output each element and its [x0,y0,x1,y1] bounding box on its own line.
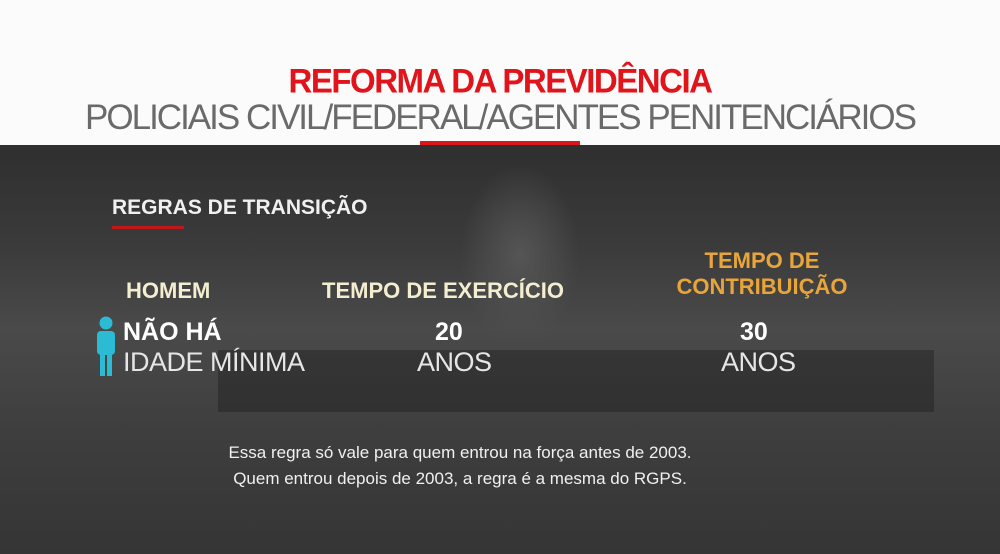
page-subtitle: POLICIAIS CIVIL/FEDERAL/AGENTES PENITENC… [85,98,917,137]
value-nao-ha: NÃO HÁ [123,318,222,346]
header: REFORMA DA PREVIDÊNCIA POLICIAIS CIVIL/F… [0,0,1000,145]
value-exercicio: 20 [435,318,463,346]
column-heading-contribuicao: TEMPO DE CONTRIBUIÇÃO [662,248,862,300]
footnote-line: Quem entrou depois de 2003, a regra é a … [233,469,687,488]
person-icon [97,316,115,376]
column-heading-homem: HOMEM [126,278,211,303]
heading-line: TEMPO DE [704,248,820,273]
red-accent-bar [420,141,580,145]
column-heading-exercicio: TEMPO DE EXERCÍCIO [322,278,565,303]
footnote: Essa regra só vale para quem entrou na f… [0,440,920,492]
unit-exercicio: ANOS [417,347,492,377]
unit-contribuicao: ANOS [721,347,796,377]
value-contribuicao: 30 [740,318,768,346]
footnote-line: Essa regra só vale para quem entrou na f… [228,443,692,462]
unit-idade-minima: IDADE MÍNIMA [123,347,305,377]
background-photo [0,145,1000,554]
bench-shape [218,350,934,412]
heading-line: CONTRIBUIÇÃO [676,274,848,299]
page-title: REFORMA DA PREVIDÊNCIA [288,61,713,100]
section-title: REGRAS DE TRANSIÇÃO [112,196,368,219]
section-underline [112,226,184,229]
